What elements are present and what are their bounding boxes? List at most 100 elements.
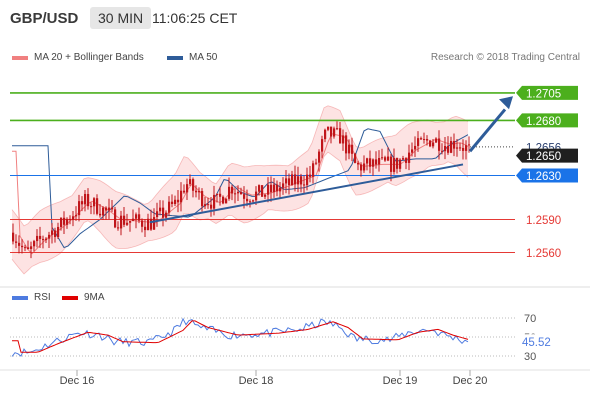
candle-body — [300, 176, 303, 185]
candle-body — [126, 222, 129, 225]
candle-body — [147, 218, 150, 231]
candle-body — [414, 145, 417, 150]
rsi-value-bg — [516, 334, 564, 349]
candle-body — [351, 144, 354, 154]
x-tick-label: Dec 18 — [239, 375, 274, 387]
candle-body — [45, 238, 48, 241]
candle-body — [282, 183, 285, 188]
candle-body — [420, 138, 423, 140]
candle-body — [90, 206, 93, 208]
ma50-swatch — [167, 55, 183, 60]
candle-body — [219, 193, 222, 197]
candle-body — [246, 198, 249, 202]
candle-body — [216, 193, 219, 195]
candle-body — [222, 196, 225, 204]
candle-body — [330, 126, 333, 137]
candle-body — [57, 226, 60, 238]
candle-body — [189, 179, 192, 185]
rsi-ma-label: 9MA — [84, 292, 105, 303]
candle-body — [345, 135, 348, 154]
candle-body — [87, 193, 90, 207]
x-tick-label: Dec 19 — [383, 375, 418, 387]
candle-body — [72, 216, 75, 221]
candle-body — [123, 215, 126, 225]
candle-body — [183, 190, 186, 193]
level-tag-1.2680-bg — [516, 113, 578, 128]
candle-body — [192, 179, 195, 191]
rsi-level-label-70: 70 — [524, 313, 536, 325]
candle-body — [69, 218, 72, 221]
candle-body — [237, 191, 240, 194]
candle-body — [60, 217, 63, 227]
candle-body — [456, 147, 459, 149]
candle-body — [42, 238, 45, 241]
level-tag-1.2560: 1.2560 — [526, 248, 561, 260]
rsi-ma-line — [12, 320, 469, 353]
candle-body — [312, 163, 315, 177]
candle-body — [231, 186, 234, 194]
level-tag-1.2590: 1.2590 — [526, 215, 561, 227]
candle-body — [36, 235, 39, 242]
candle-body — [321, 139, 324, 152]
candle-body — [207, 204, 210, 206]
candle-body — [303, 184, 306, 186]
candle-body — [366, 158, 369, 164]
candle-body — [381, 157, 384, 159]
candle-body — [267, 184, 270, 195]
candle-body — [291, 174, 294, 186]
candle-body — [384, 157, 387, 161]
candle-body — [108, 207, 111, 211]
candle-body — [12, 232, 15, 242]
candle-body — [171, 201, 174, 204]
candle-body — [423, 138, 426, 140]
rsi-line — [11, 317, 469, 357]
candle-body — [408, 152, 411, 163]
candle-body — [453, 141, 456, 149]
forecast-arrow-head — [499, 96, 513, 110]
candle-body — [273, 184, 276, 193]
candle-body — [459, 147, 462, 149]
rsi-level-label-30: 30 — [524, 351, 536, 363]
candle-body — [327, 126, 330, 130]
candle-body — [264, 194, 267, 197]
candle-body — [339, 128, 342, 144]
candle-body — [318, 151, 321, 163]
candle-body — [18, 242, 21, 246]
timeframe-badge[interactable]: 30 MIN — [90, 7, 152, 29]
candle-body — [141, 220, 144, 227]
candle-body — [399, 159, 402, 169]
candle-body — [120, 215, 123, 229]
candle-body — [426, 138, 429, 141]
uptrend-line — [149, 163, 464, 224]
candle-body — [96, 198, 99, 214]
candle-body — [294, 174, 297, 185]
candle-body — [165, 212, 168, 218]
candle-body — [15, 241, 18, 243]
legend-rsi-ma: 9MA — [62, 292, 105, 303]
level-tag-1.2680: 1.2680 — [526, 116, 561, 128]
candle-body — [411, 149, 414, 153]
candle-body — [405, 158, 408, 163]
candle-body — [429, 140, 432, 147]
level-tag-1.2705: 1.2705 — [526, 88, 561, 100]
candle-body — [390, 156, 393, 172]
candle-body — [342, 135, 345, 144]
candle-body — [447, 145, 450, 153]
candle-body — [234, 193, 237, 195]
candle-body — [93, 198, 96, 207]
candle-body — [135, 214, 138, 219]
candle-body — [213, 194, 216, 209]
candle-body — [30, 246, 33, 249]
candle-body — [198, 191, 201, 193]
candle-body — [243, 194, 246, 199]
candle-body — [252, 200, 255, 202]
candle-body — [177, 199, 180, 203]
bollinger-upper-band — [11, 105, 469, 227]
x-tick-label: Dec 16 — [60, 375, 95, 387]
candle-body — [309, 174, 312, 177]
candle-body — [84, 193, 87, 205]
candle-body — [54, 230, 57, 238]
candle-body — [27, 247, 30, 249]
candle-body — [432, 142, 435, 147]
